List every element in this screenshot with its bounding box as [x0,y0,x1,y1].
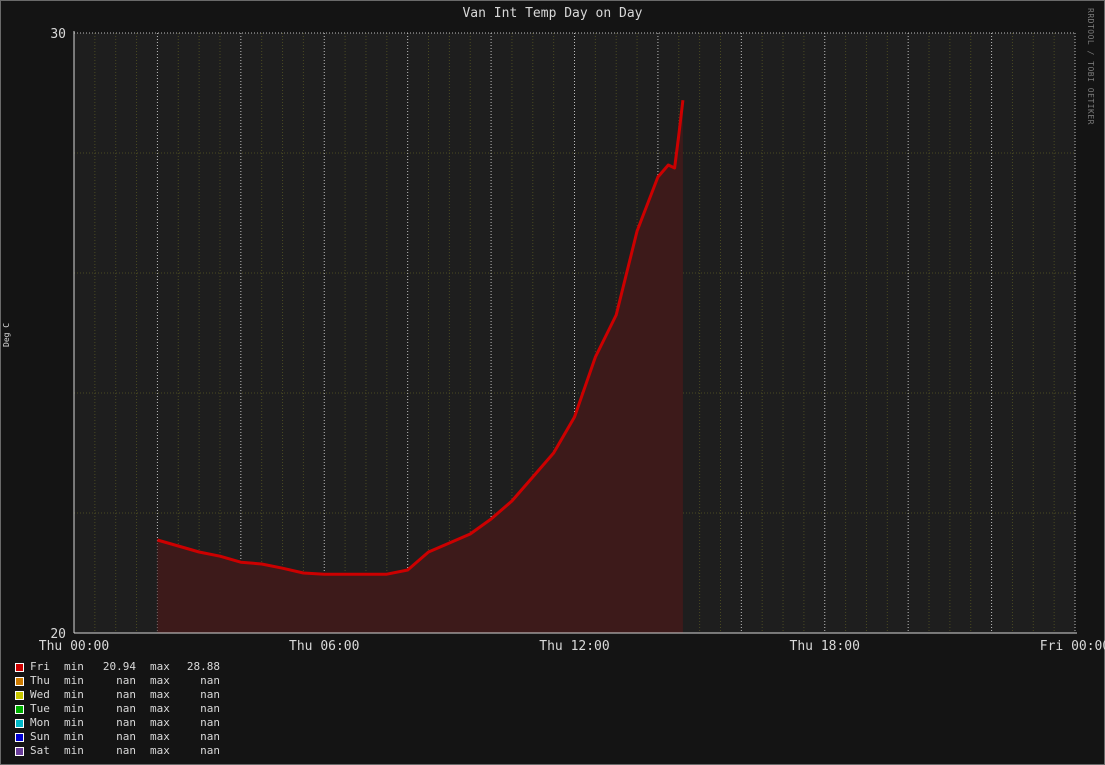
legend-series-name: Thu [30,674,50,687]
legend-max-label: max [150,660,170,673]
legend-max-value: nan [200,716,220,729]
legend-max-label: max [150,674,170,687]
legend-min-label: min [64,688,84,701]
legend-row: Wed min nan max nan [15,688,220,702]
chart-title: Van Int Temp Day on Day [462,6,643,21]
legend-series-name: Wed [30,688,50,701]
legend-max-label: max [150,716,170,729]
legend: Fri min 20.94 max 28.88 Thu min nan max nan Wed min… [15,660,220,758]
legend-min-value: nan [116,716,136,729]
x-tick-label: Fri 00:00 [1040,639,1105,654]
legend-row: Mon min nan max nan [15,716,220,730]
x-tick-label: Thu 18:00 [790,639,860,654]
legend-min-label: min [64,660,84,673]
x-tick-label: Thu 06:00 [289,639,359,654]
legend-min-value: nan [116,674,136,687]
legend-row: Tue min nan max nan [15,702,220,716]
legend-series-name: Fri [30,660,50,673]
legend-min-label: min [64,730,84,743]
legend-swatch [15,690,24,700]
legend-min-label: min [64,674,84,687]
legend-row: Thu min nan max nan [15,674,220,688]
y-tick-label: 30 [50,27,66,42]
legend-swatch [15,732,24,742]
x-tick-label: Thu 00:00 [39,639,109,654]
legend-max-value: nan [200,688,220,701]
series-area-fri [157,100,683,633]
legend-min-label: min [64,744,84,757]
legend-min-label: min [64,716,84,729]
legend-swatch [15,718,24,728]
legend-row: Fri min 20.94 max 28.88 [15,660,220,674]
legend-max-value: nan [200,674,220,687]
legend-max-label: max [150,730,170,743]
legend-row: Sat min nan max nan [15,744,220,758]
legend-max-value: nan [200,702,220,715]
legend-series-name: Tue [30,702,50,715]
legend-swatch [15,676,24,686]
legend-min-value: nan [116,730,136,743]
chart-canvas: Thu 00:00 Thu 06:00 Thu 12:00 Thu 18:00 Fri … [39,27,1105,654]
legend-min-value: 20.94 [102,660,136,673]
legend-swatch [15,746,24,756]
legend-swatch [15,662,24,672]
legend-max-value: 28.88 [186,660,220,673]
legend-series-name: Sat [30,744,50,757]
legend-series-name: Sun [30,730,50,743]
legend-max-label: max [150,744,170,757]
legend-max-label: max [150,702,170,715]
legend-min-value: nan [116,744,136,757]
x-tick-label: Thu 12:00 [539,639,609,654]
y-tick-label: 20 [50,627,66,642]
legend-min-value: nan [116,702,136,715]
legend-max-value: nan [200,744,220,757]
legend-min-value: nan [116,688,136,701]
legend-row: Sun min nan max nan [15,730,220,744]
legend-max-label: max [150,688,170,701]
legend-min-label: min [64,702,84,715]
legend-max-value: nan [200,730,220,743]
watermark: RRDTOOL / TOBI OETIKER [1086,8,1095,125]
series-line-fri [156,100,685,576]
legend-swatch [15,704,24,714]
legend-series-name: Mon [30,716,50,729]
